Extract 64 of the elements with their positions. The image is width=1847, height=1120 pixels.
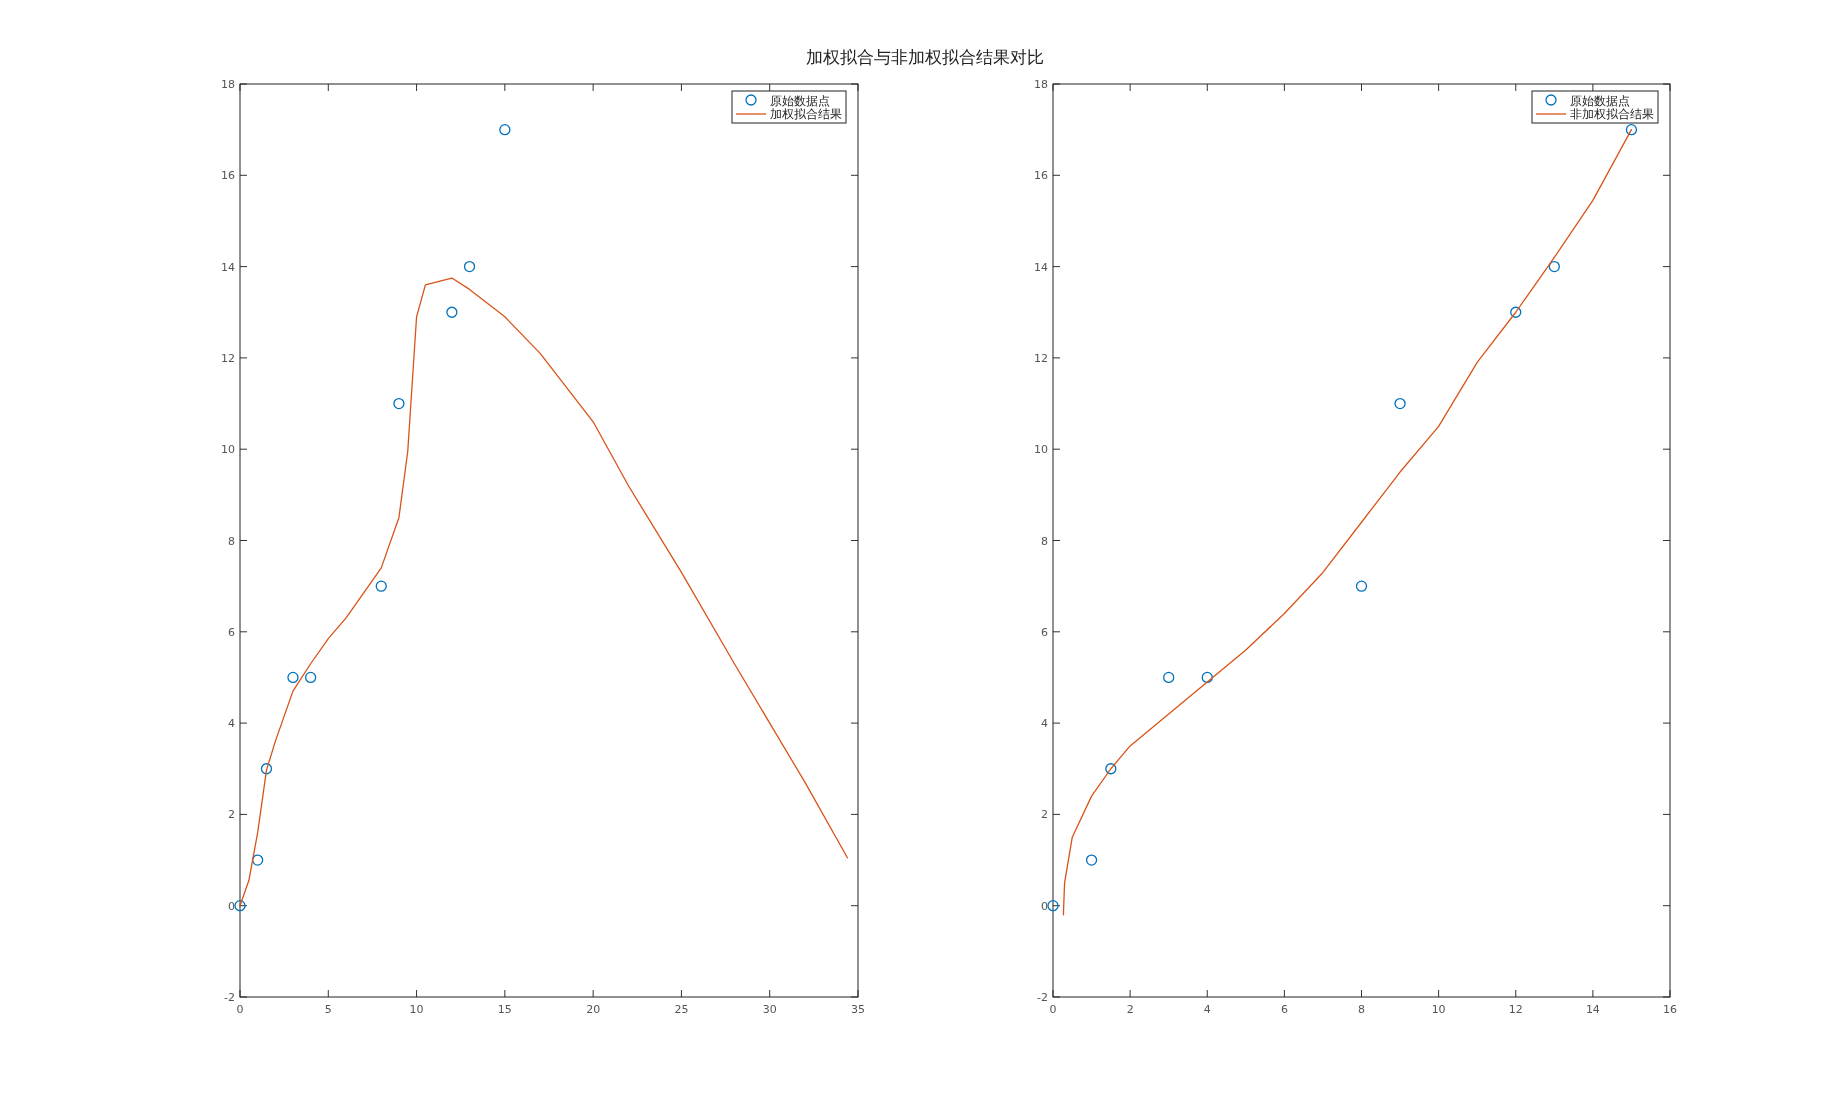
y-tick-label: 0: [228, 899, 235, 913]
x-tick-label: 4: [1203, 1003, 1211, 1016]
y-tick-label: -2: [224, 991, 235, 1004]
y-tick-label: 6: [228, 625, 235, 639]
y-tick-label: 6: [1041, 625, 1048, 639]
x-tick-label: 10: [409, 1003, 424, 1016]
y-tick-label: 0: [1041, 899, 1048, 913]
x-tick-label: 2: [1126, 1003, 1134, 1016]
x-tick-label: 12: [1508, 1003, 1523, 1016]
y-tick-label: 12: [221, 351, 235, 365]
y-tick-label: 14: [221, 260, 235, 274]
legend-label: 非加权拟合结果: [1570, 107, 1654, 121]
legend-label: 原始数据点: [1570, 94, 1630, 108]
y-tick-label: 8: [1041, 534, 1048, 548]
point: [287, 671, 299, 684]
point: [260, 763, 273, 775]
legend-label: 加权拟合结果: [770, 107, 842, 121]
point: [1085, 854, 1098, 866]
point: [1625, 124, 1638, 136]
point: [304, 671, 317, 684]
point: [234, 900, 246, 912]
x-tick-label: 0: [1049, 1003, 1057, 1016]
y-tick-label: -2: [1037, 991, 1048, 1004]
point: [1394, 397, 1406, 410]
point: [393, 397, 405, 410]
point: [463, 260, 476, 273]
point: [252, 854, 264, 866]
x-tick-label: 20: [586, 1003, 601, 1016]
x-tick-label: 25: [674, 1003, 689, 1016]
x-tick-label: 30: [762, 1003, 777, 1016]
point: [499, 124, 511, 136]
y-tick-label: 18: [221, 78, 235, 91]
point: [1105, 763, 1117, 775]
x-tick-label: 6: [1280, 1003, 1288, 1016]
y-tick-label: 16: [1034, 169, 1048, 183]
point: [1510, 306, 1522, 318]
y-tick-label: 4: [1041, 717, 1048, 731]
x-tick-label: 16: [1663, 1003, 1677, 1016]
y-tick-label: 18: [1034, 78, 1048, 91]
x-tick-label: 5: [324, 1003, 332, 1016]
y-tick-label: 4: [228, 717, 235, 731]
y-tick-label: 8: [228, 534, 235, 548]
y-tick-label: 16: [221, 169, 235, 183]
y-tick-label: 2: [1041, 808, 1048, 822]
point: [1355, 580, 1368, 592]
x-tick-label: 15: [497, 1003, 512, 1016]
point: [1548, 260, 1560, 273]
y-tick-label: 14: [1034, 260, 1048, 274]
point: [1163, 671, 1175, 684]
point: [1047, 900, 1059, 912]
y-tick-label: 12: [1034, 351, 1048, 365]
text: 加权拟合与非加权拟合结果对比: [806, 47, 1044, 67]
x-tick-label: 35: [851, 1003, 865, 1016]
y-tick-label: 2: [228, 808, 235, 822]
point: [446, 306, 458, 318]
point: [1201, 671, 1213, 684]
legend-label: 原始数据点: [770, 94, 830, 108]
x-tick-label: 14: [1585, 1003, 1600, 1016]
y-tick-label: 10: [1034, 443, 1048, 457]
x-tick-label: 10: [1431, 1003, 1446, 1016]
x-tick-label: 0: [236, 1003, 244, 1016]
point: [375, 580, 387, 592]
x-tick-label: 8: [1358, 1003, 1365, 1016]
y-tick-label: 10: [221, 443, 235, 457]
